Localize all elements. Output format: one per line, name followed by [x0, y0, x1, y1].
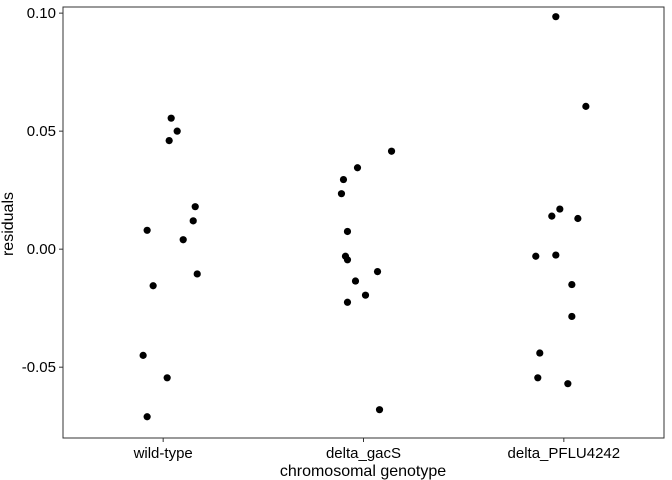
data-point: [574, 214, 582, 223]
data-point: [552, 251, 560, 259]
data-point: [532, 252, 540, 260]
data-point: [143, 226, 151, 234]
data-point: [343, 256, 352, 264]
y-axis-title: residuals: [0, 192, 17, 256]
data-point: [564, 380, 572, 388]
data-point: [353, 164, 362, 172]
data-point: [149, 282, 157, 290]
data-point: [189, 217, 197, 225]
data-point: [343, 227, 352, 236]
data-point: [552, 13, 560, 21]
data-point: [337, 190, 346, 198]
data-point: [387, 147, 396, 155]
data-point: [556, 205, 564, 213]
data-point: [191, 203, 199, 211]
data-point: [179, 236, 187, 244]
data-point: [139, 351, 147, 359]
data-point: [165, 136, 173, 145]
data-point: [351, 277, 360, 285]
x-tick-label: wild-type: [133, 445, 193, 462]
plot-area: -0.05 0.00 0.05 0.10 wild-type delta_gacS delt…: [22, 5, 665, 462]
data-point: [163, 374, 171, 382]
data-point: [361, 291, 370, 299]
data-point: [173, 127, 181, 135]
y-tick-label: 0.10: [27, 5, 56, 22]
data-point: [343, 298, 352, 306]
data-point: [536, 349, 544, 357]
data-point: [548, 212, 556, 220]
data-point: [193, 270, 201, 278]
data-point: [143, 413, 151, 421]
y-tick-label: 0.00: [27, 241, 56, 258]
data-point: [568, 312, 576, 321]
x-axis-title: chromosomal genotype: [280, 463, 446, 480]
data-point: [534, 374, 542, 382]
data-point: [568, 280, 576, 289]
data-point: [375, 406, 384, 414]
x-tick-label: delta_gacS: [326, 445, 401, 462]
data-point: [373, 267, 382, 276]
y-tick-label: -0.05: [22, 359, 56, 376]
data-point: [582, 102, 590, 110]
data-point: [339, 175, 348, 184]
x-tick-label: delta_PFLU4242: [508, 445, 621, 462]
y-tick-label: 0.05: [27, 123, 56, 140]
data-point: [167, 114, 175, 122]
